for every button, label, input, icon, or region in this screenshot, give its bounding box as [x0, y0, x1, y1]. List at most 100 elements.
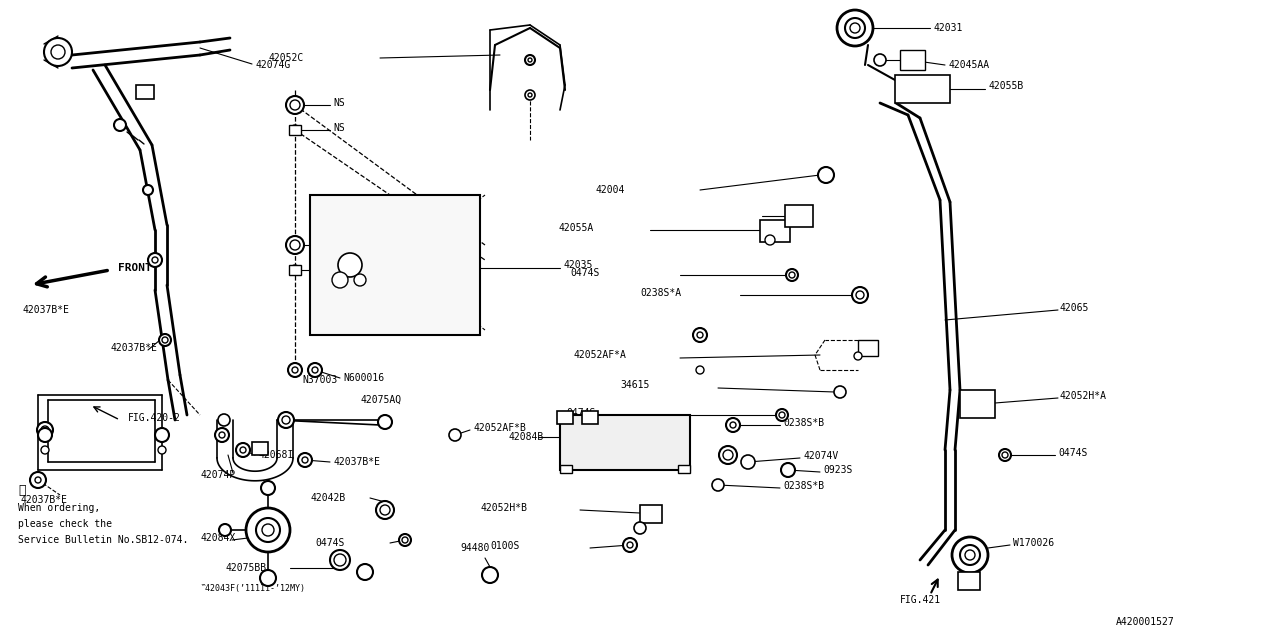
Circle shape	[41, 426, 49, 434]
Text: 42068I: 42068I	[259, 450, 293, 460]
Text: 42031: 42031	[933, 23, 963, 33]
Text: 42045AA: 42045AA	[948, 60, 989, 70]
Bar	[858, 340, 878, 356]
Text: NS: NS	[333, 123, 344, 133]
Circle shape	[332, 272, 348, 288]
Circle shape	[965, 550, 975, 560]
Circle shape	[692, 328, 707, 342]
Circle shape	[627, 542, 634, 548]
Circle shape	[380, 505, 390, 515]
Text: 42055A: 42055A	[558, 223, 593, 233]
Bar	[900, 50, 925, 70]
Circle shape	[38, 428, 52, 442]
Circle shape	[114, 119, 125, 131]
Circle shape	[302, 457, 308, 463]
Circle shape	[291, 100, 300, 110]
Circle shape	[282, 416, 291, 424]
Circle shape	[741, 455, 755, 469]
Text: 42037B*E: 42037B*E	[110, 343, 157, 353]
Circle shape	[155, 428, 169, 442]
Text: ※: ※	[18, 483, 26, 497]
Circle shape	[726, 418, 740, 432]
Circle shape	[159, 334, 172, 346]
Text: NS: NS	[333, 263, 344, 273]
Circle shape	[780, 412, 785, 418]
Text: 42052H*B: 42052H*B	[480, 503, 527, 513]
Circle shape	[483, 567, 498, 583]
Text: 42037B*E: 42037B*E	[22, 305, 69, 315]
Text: 0238S*B: 0238S*B	[783, 481, 824, 491]
Circle shape	[41, 446, 49, 454]
Circle shape	[218, 414, 230, 426]
Bar	[640, 505, 662, 523]
Text: B: B	[588, 412, 593, 422]
Text: 0238S*A: 0238S*A	[640, 288, 681, 298]
Text: 0100S: 0100S	[490, 541, 520, 551]
Text: 0474S: 0474S	[315, 538, 344, 548]
Text: 0474S: 0474S	[566, 408, 595, 418]
Circle shape	[355, 274, 366, 286]
Circle shape	[449, 429, 461, 441]
Text: FIG.421: FIG.421	[900, 595, 941, 605]
Text: N600016: N600016	[343, 373, 384, 383]
Circle shape	[246, 508, 291, 552]
Circle shape	[960, 545, 980, 565]
Bar	[582, 411, 598, 424]
Circle shape	[291, 240, 300, 250]
Circle shape	[952, 537, 988, 573]
Text: ‷42043F(’11111-’12MY): ‷42043F(’11111-’12MY)	[200, 584, 305, 593]
Text: 0923S: 0923S	[823, 465, 852, 475]
Text: When ordering,: When ordering,	[18, 503, 100, 513]
Text: 42052H*A: 42052H*A	[1060, 391, 1107, 401]
Circle shape	[399, 534, 411, 546]
Circle shape	[285, 236, 305, 254]
Bar	[252, 442, 268, 455]
Circle shape	[845, 18, 865, 38]
Circle shape	[143, 185, 154, 195]
Bar	[289, 125, 301, 135]
Circle shape	[288, 363, 302, 377]
Text: 94480: 94480	[460, 543, 489, 553]
Text: 42037B*E: 42037B*E	[20, 495, 67, 505]
Text: 42065: 42065	[1060, 303, 1089, 313]
Circle shape	[719, 446, 737, 464]
Text: FIG.420-2: FIG.420-2	[128, 413, 180, 423]
Text: 42075BB: 42075BB	[225, 563, 266, 573]
Text: B: B	[142, 87, 148, 97]
Circle shape	[1002, 452, 1009, 458]
Text: 42035: 42035	[563, 260, 593, 270]
Circle shape	[854, 352, 861, 360]
Circle shape	[525, 55, 535, 65]
Circle shape	[262, 524, 274, 536]
Text: 0238S*B: 0238S*B	[783, 418, 824, 428]
Circle shape	[312, 367, 317, 373]
Circle shape	[402, 537, 408, 543]
Circle shape	[998, 449, 1011, 461]
Circle shape	[529, 93, 532, 97]
Circle shape	[696, 366, 704, 374]
Text: 42084B: 42084B	[508, 432, 543, 442]
Circle shape	[357, 564, 372, 580]
Circle shape	[215, 428, 229, 442]
Text: 0474S: 0474S	[570, 268, 599, 278]
Text: NS: NS	[333, 238, 344, 248]
Circle shape	[781, 463, 795, 477]
Text: A: A	[257, 443, 262, 453]
Circle shape	[35, 477, 41, 483]
Circle shape	[856, 291, 864, 299]
Circle shape	[330, 550, 349, 570]
Text: 42052AF*A: 42052AF*A	[573, 350, 626, 360]
Circle shape	[788, 272, 795, 278]
Text: W170026: W170026	[1012, 538, 1055, 548]
Text: 42084X: 42084X	[200, 533, 236, 543]
Circle shape	[765, 235, 774, 245]
Text: 42055B: 42055B	[988, 81, 1023, 91]
Circle shape	[291, 125, 300, 135]
Bar	[310, 195, 480, 335]
Bar	[960, 390, 995, 418]
Bar	[957, 572, 980, 590]
Circle shape	[529, 58, 532, 62]
Circle shape	[292, 367, 298, 373]
Circle shape	[852, 287, 868, 303]
Circle shape	[698, 332, 703, 338]
